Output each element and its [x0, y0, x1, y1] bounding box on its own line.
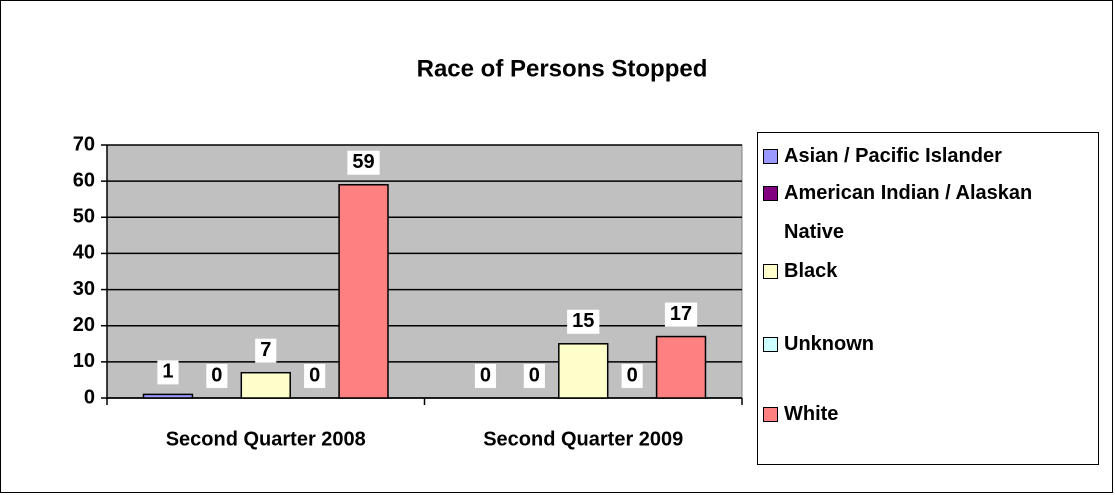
y-tick-label: 10: [73, 350, 95, 372]
data-label-bg: [304, 364, 326, 388]
data-label: 0: [206, 364, 228, 388]
data-label-bg: [255, 338, 277, 363]
bar: [142, 393, 194, 399]
legend-label: Black: [784, 260, 838, 282]
legend-entry: Unknown: [763, 325, 1083, 364]
y-tick-label: 40: [73, 242, 95, 264]
data-label-text: 0: [211, 364, 222, 386]
data-label-bg: [206, 364, 228, 388]
data-label: 0: [474, 364, 497, 388]
data-label: 17: [664, 302, 698, 327]
data-label: 59: [347, 150, 380, 175]
bar: [240, 371, 291, 399]
data-label-bg: [157, 360, 179, 385]
legend-swatch: [763, 337, 778, 352]
legend-entry: American Indian / Alaskan Native: [763, 174, 1083, 252]
data-label-text: 15: [572, 310, 594, 332]
legend-label: White: [784, 403, 839, 425]
data-label-text: 0: [627, 364, 638, 386]
bar: [655, 335, 707, 399]
y-tick-label: 20: [73, 314, 95, 336]
legend-swatch: [763, 264, 778, 279]
data-label-bg: [347, 150, 380, 175]
data-label-text: 59: [352, 151, 374, 173]
legend-swatch: [763, 186, 778, 201]
legend-entry: Black: [763, 252, 1083, 291]
legend-entry: Asian / Pacific Islander: [763, 137, 1083, 176]
data-label-text: 0: [309, 364, 320, 386]
legend: Asian / Pacific Islander American Indian …: [757, 132, 1099, 465]
data-label: 0: [523, 364, 545, 388]
data-label: 7: [255, 338, 277, 363]
data-label-bg: [621, 364, 643, 388]
data-label-text: 17: [670, 303, 692, 325]
data-label: 1: [157, 360, 179, 385]
data-label-text: 7: [260, 339, 271, 361]
legend-entry: White: [763, 395, 1083, 434]
bar: [558, 343, 609, 399]
x-tick-label: Second Quarter 2008: [166, 428, 366, 450]
data-label-text: 1: [162, 361, 173, 383]
legend-swatch: [763, 149, 778, 164]
data-label-text: 0: [529, 364, 540, 386]
legend-label: American Indian / Alaskan Native: [784, 182, 1033, 243]
plot-area: [106, 144, 743, 399]
data-label-text: 0: [480, 364, 491, 386]
data-label: 0: [304, 364, 326, 388]
y-tick-label: 50: [73, 206, 95, 228]
y-tick-label: 60: [73, 169, 95, 191]
y-tick-label: 0: [84, 386, 95, 408]
data-label-bg: [474, 364, 497, 388]
data-label-bg: [664, 302, 698, 327]
chart-title: Race of Persons Stopped: [417, 55, 708, 82]
legend-swatch: [763, 407, 778, 422]
data-label-bg: [567, 309, 600, 334]
y-tick-label: 30: [73, 278, 95, 300]
data-label-bg: [523, 364, 545, 388]
bar: [338, 184, 389, 399]
data-label: 15: [567, 309, 600, 334]
legend-label: Unknown: [784, 333, 874, 355]
x-tick-label: Second Quarter 2009: [483, 428, 683, 450]
data-label: 0: [621, 364, 643, 388]
y-tick-label: 70: [73, 133, 95, 155]
legend-label: Asian / Pacific Islander: [784, 145, 1002, 167]
